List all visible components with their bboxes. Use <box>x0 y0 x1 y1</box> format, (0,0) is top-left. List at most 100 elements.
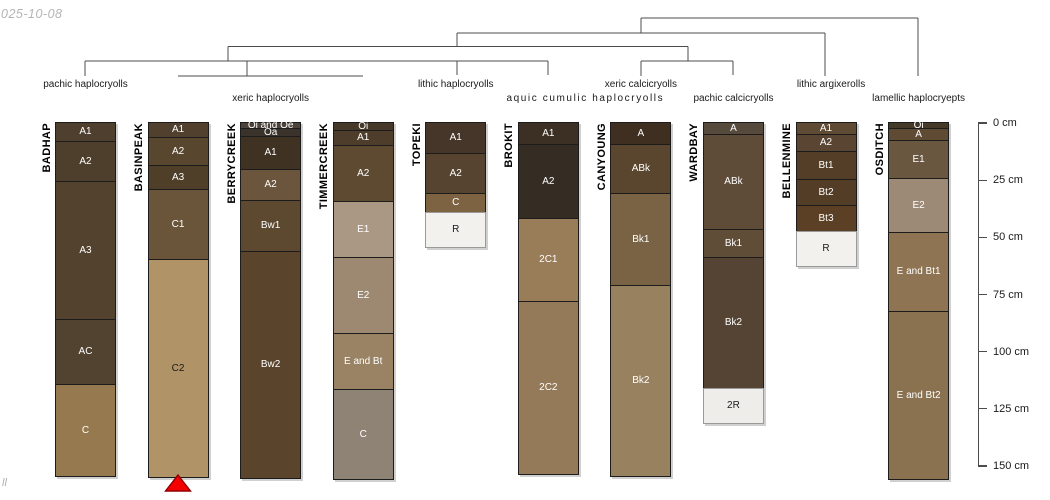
horizon: E2 <box>332 257 394 334</box>
horizon-label: A <box>730 122 737 134</box>
horizon-label: A2 <box>542 175 555 187</box>
horizon: Bk2 <box>702 257 764 389</box>
depth-tick <box>978 179 987 181</box>
horizon-label: Bk2 <box>724 317 743 328</box>
horizon: A1 <box>240 136 302 170</box>
horizon-label: A <box>915 128 922 140</box>
horizon: C <box>425 193 487 213</box>
profile-name-label: BELLENMINE <box>781 123 794 199</box>
horizon: Bw2 <box>240 251 302 479</box>
horizon-label: E1 <box>912 153 925 165</box>
profile-name-label: CANYOUNG <box>595 123 608 191</box>
profile-name-label: OSDITCH <box>873 123 886 176</box>
cluster-label-2: lithic haplocryolls <box>417 79 494 90</box>
profile-name-label: WARDBAY <box>688 123 701 182</box>
horizon-label: A1 <box>264 147 277 158</box>
depth-tick <box>978 122 987 124</box>
profile-column: A1 A2 2C1 2C2 <box>517 122 579 475</box>
cluster-label-0: pachic haplocryolls <box>43 79 128 90</box>
horizon: A2 <box>425 153 487 194</box>
horizon-label: A2 <box>819 137 833 148</box>
horizon: ABk <box>610 144 672 194</box>
horizon: E1 <box>332 201 394 258</box>
horizon-label: A1 <box>542 127 555 139</box>
horizon: A <box>610 122 672 145</box>
horizon-label: E and Bt <box>344 355 383 367</box>
horizon-label: E1 <box>357 223 370 235</box>
horizon: Bt3 <box>795 205 857 232</box>
horizon-label: Bt3 <box>818 212 834 224</box>
cluster-label-5: pachic calcicryolls <box>693 92 774 104</box>
horizon: A1 <box>55 122 116 142</box>
horizon-label: Bk2 <box>632 375 650 386</box>
horizon: 2C1 <box>517 218 579 302</box>
horizon: A2 <box>147 137 209 166</box>
depth-tick <box>978 293 987 296</box>
profile-column: A1 A2 A3 AC C <box>55 122 116 477</box>
horizon-label: Bt2 <box>818 186 834 198</box>
depth-tick-label: 50 cm <box>993 231 1023 244</box>
horizon: 2R <box>702 388 764 424</box>
horizon: Bt2 <box>795 179 857 206</box>
horizon-label: A2 <box>449 167 462 179</box>
horizon-label: ABk <box>724 176 743 187</box>
horizon-label: 2C2 <box>539 382 558 393</box>
horizon: E and Bt1 <box>888 232 950 312</box>
depth-tick-label: 100 cm <box>993 345 1030 358</box>
horizon-label: C <box>452 197 460 208</box>
horizon-label: ABk <box>631 163 651 174</box>
profile-name-label: BROKIT <box>503 123 516 168</box>
cluster-label-1: xeric haplocryolls <box>232 92 309 104</box>
depth-tick-label: 25 cm <box>993 174 1023 187</box>
horizon-label: Bt1 <box>818 159 834 171</box>
horizon: A1 <box>517 122 579 145</box>
horizon: A2 <box>795 134 857 152</box>
depth-tick <box>978 408 987 410</box>
horizon-label: C2 <box>171 362 185 374</box>
cluster-label-3: aquic cumulic haplocryolls <box>506 92 665 104</box>
dendrogram-svg <box>84 17 919 77</box>
timestamp: 025-10-08 <box>1 7 63 21</box>
depth-tick-label: 125 cm <box>993 402 1030 415</box>
horizon-label: A1 <box>357 132 370 143</box>
profile-column: A ABk Bk1 Bk2 <box>610 122 672 477</box>
horizon-label: A2 <box>264 179 277 190</box>
profile-name-label: TOPEKI <box>410 123 423 167</box>
horizon-label: A1 <box>819 122 833 134</box>
cluster-label-7: lamellic haplocryepts <box>872 92 966 104</box>
horizon: A3 <box>55 181 116 320</box>
profile-name-label: TIMMERCREEK <box>318 123 331 210</box>
depth-tick-label: 0 cm <box>993 117 1017 129</box>
profile-column: A1 A2 Bt1 Bt2 Bt3 R <box>795 122 857 267</box>
horizon: A2 <box>240 169 302 201</box>
profile-column: Oi A E1 E2 E and Bt1 E and Bt2 <box>888 120 950 480</box>
horizon-label: A <box>637 127 645 139</box>
horizon: A2 <box>517 144 579 219</box>
depth-tick-label: 75 cm <box>993 288 1023 301</box>
horizon: A1 <box>332 130 394 146</box>
horizon: Bk1 <box>702 229 764 258</box>
horizon: E1 <box>888 140 950 179</box>
horizon: Bk2 <box>610 285 672 477</box>
horizon: A2 <box>55 141 116 182</box>
watermark: ll <box>2 477 7 489</box>
horizon-label: E and Bt2 <box>896 389 941 401</box>
horizon: Bw1 <box>240 200 302 252</box>
horizon-label: Bw1 <box>260 220 281 231</box>
profile-column: Oi A1 A2 E1 E2 E and Bt C <box>332 121 394 480</box>
horizon: C <box>332 389 394 480</box>
profile-name-label: BERRYCREEK <box>225 123 238 204</box>
horizon-label: AC <box>78 346 93 357</box>
horizon: Bk1 <box>610 193 672 286</box>
horizon-label: A2 <box>79 155 92 167</box>
depth-tick-label: 150 cm <box>993 460 1030 472</box>
horizon-label: E and Bt1 <box>896 266 941 277</box>
profile-name-label: BADHAP <box>40 123 53 173</box>
horizon: 2C2 <box>517 301 579 475</box>
horizon: ABk <box>702 134 764 230</box>
horizon-label: A1 <box>171 124 185 135</box>
depth-tick <box>978 236 987 238</box>
horizon: R <box>425 212 487 248</box>
horizon: R <box>795 231 857 267</box>
